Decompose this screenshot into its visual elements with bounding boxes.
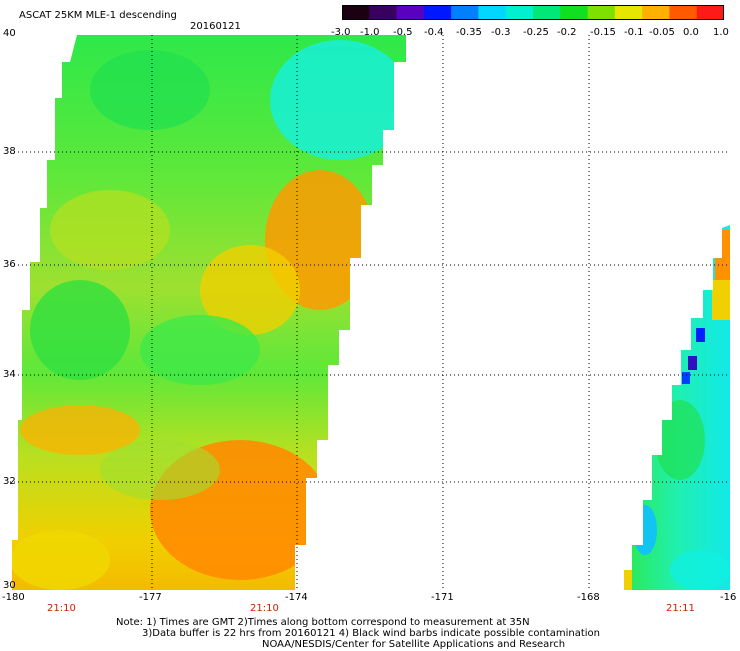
- colorbar-label-5: -0.3: [491, 27, 511, 38]
- time-label-east: 21:11: [666, 603, 695, 614]
- lon-label-168: -168: [577, 592, 600, 603]
- colorbar-label-7: -0.2: [557, 27, 577, 38]
- note-line-3: NOAA/NESDIS/Center for Satellite Applica…: [262, 639, 566, 650]
- lon-label-165: -16: [720, 592, 737, 603]
- lon-label-171: -171: [431, 592, 454, 603]
- colorbar-label-1: -1.0: [360, 27, 380, 38]
- lat-label-38: 38: [3, 146, 16, 157]
- colorbar-label-9: -0.1: [624, 27, 644, 38]
- colorbar-label-3: -0.4: [424, 27, 444, 38]
- time-label-west: 21:10: [47, 603, 76, 614]
- colorbar-label-8: -0.15: [590, 27, 616, 38]
- colorbar-segment: [369, 5, 398, 20]
- lon-label-180: -180: [2, 592, 25, 603]
- colorbar-label-4: -0.35: [456, 27, 482, 38]
- colorbar-segment: [614, 5, 643, 20]
- note-line-1: Note: 1) Times are GMT 2)Times along bot…: [116, 617, 530, 628]
- lat-label-34: 34: [3, 369, 16, 380]
- colorbar-segment: [396, 5, 425, 20]
- colorbar-label-12: 1.0: [713, 27, 729, 38]
- lon-label-174: -174: [285, 592, 308, 603]
- lon-label-177: -177: [139, 592, 162, 603]
- note-line-2: 3)Data buffer is 22 hrs from 20160121 4)…: [142, 628, 600, 639]
- lat-label-40: 40: [3, 28, 16, 39]
- colorbar-label-0: -3.0: [331, 27, 351, 38]
- product-title: ASCAT 25KM MLE-1 descending: [19, 10, 177, 21]
- colorbar-label-10: -0.05: [649, 27, 675, 38]
- time-label-center: 21:10: [250, 603, 279, 614]
- swath-west: [12, 35, 406, 590]
- colorbar-segment: [505, 5, 534, 20]
- colorbar-segment: [669, 5, 698, 20]
- lat-label-30: 30: [3, 580, 16, 591]
- graticule: [10, 35, 730, 590]
- lat-label-36: 36: [3, 259, 16, 270]
- colorbar-segment: [342, 5, 370, 20]
- colorbar-segment: [451, 5, 480, 20]
- colorbar-segment: [533, 5, 561, 20]
- colorbar-label-6: -0.25: [523, 27, 549, 38]
- colorbar-segment: [696, 5, 724, 20]
- colorbar-segment: [423, 5, 452, 20]
- colorbar: [342, 5, 724, 20]
- colorbar-label-2: -0.5: [393, 27, 413, 38]
- colorbar-segment: [587, 5, 616, 20]
- lat-label-32: 32: [3, 476, 16, 487]
- swath-east: [624, 225, 730, 590]
- colorbar-segment: [560, 5, 589, 20]
- colorbar-segment: [478, 5, 507, 20]
- colorbar-label-11: 0.0: [683, 27, 699, 38]
- product-date: 20160121: [190, 21, 241, 32]
- colorbar-segment: [642, 5, 671, 20]
